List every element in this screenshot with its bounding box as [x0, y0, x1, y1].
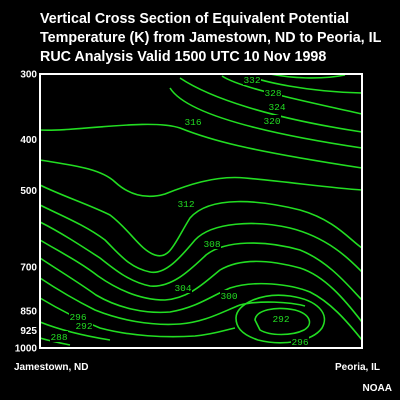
y-tick-label: 925 [20, 326, 37, 337]
contour-label-backdrop [263, 115, 281, 126]
contour-label-backdrop [174, 282, 192, 293]
contour-label-backdrop [268, 101, 286, 112]
contour-label-backdrop [50, 331, 68, 342]
contour-line [39, 221, 363, 301]
contour-line [39, 123, 363, 169]
chart-title-line-3: RUC Analysis Valid 1500 UTC 10 Nov 1998 [40, 49, 327, 65]
contour-line [235, 294, 326, 344]
contour-label: 296 [69, 312, 86, 323]
plot-frame [39, 73, 363, 349]
y-tick-label: 500 [20, 186, 37, 197]
contour-label: 288 [50, 332, 67, 343]
contour-label-backdrop [272, 313, 290, 324]
contour-line [39, 159, 363, 198]
contour-label: 300 [220, 291, 237, 302]
y-tick-label: 700 [20, 262, 37, 273]
contour-label-backdrop [177, 198, 195, 209]
y-tick-label: 1000 [15, 344, 38, 355]
contour-label: 316 [184, 117, 201, 128]
contour-label: 292 [272, 314, 289, 325]
contour-label-backdrop [264, 87, 282, 98]
contour-label: 296 [291, 337, 308, 348]
contour-line [39, 257, 363, 341]
contour-label: 324 [268, 102, 285, 113]
chart-title-line-1: Vertical Cross Section of Equivalent Pot… [40, 11, 350, 27]
contour-label: 312 [177, 199, 194, 210]
credit-label: NOAA [362, 383, 392, 394]
contour-line [39, 277, 306, 326]
y-tick-label: 400 [20, 135, 37, 146]
contour-label: 304 [174, 283, 191, 294]
chart-title-line-2: Temperature (K) from Jamestown, ND to Pe… [40, 30, 382, 46]
contour-line [269, 73, 346, 79]
y-tick-label: 300 [20, 70, 37, 81]
x-tick-label: Jamestown, ND [14, 362, 88, 373]
contour-label-backdrop [69, 311, 87, 322]
contour-label-backdrop [291, 336, 309, 347]
contour-label: 328 [264, 88, 281, 99]
contour-label-backdrop [203, 238, 221, 249]
contour-label: 320 [263, 116, 280, 127]
contour-line [179, 77, 363, 133]
contour-line [169, 87, 363, 149]
y-tick-label: 850 [20, 307, 37, 318]
contour-line [254, 307, 311, 336]
contour-line [39, 321, 111, 341]
contour-label: 332 [243, 75, 260, 86]
contour-label-backdrop [184, 116, 202, 127]
chart-title: Vertical Cross Section of Equivalent Pot… [40, 10, 395, 67]
contour-line [39, 204, 363, 274]
contour-label-backdrop [220, 290, 238, 301]
contour-label-backdrop [243, 74, 261, 85]
contour-label: 292 [75, 321, 92, 332]
contour-label-backdrop [75, 320, 93, 331]
contour-label: 308 [203, 239, 220, 250]
x-tick-label: Peoria, IL [335, 362, 380, 373]
contour-line [39, 184, 363, 257]
contour-line [39, 239, 363, 323]
